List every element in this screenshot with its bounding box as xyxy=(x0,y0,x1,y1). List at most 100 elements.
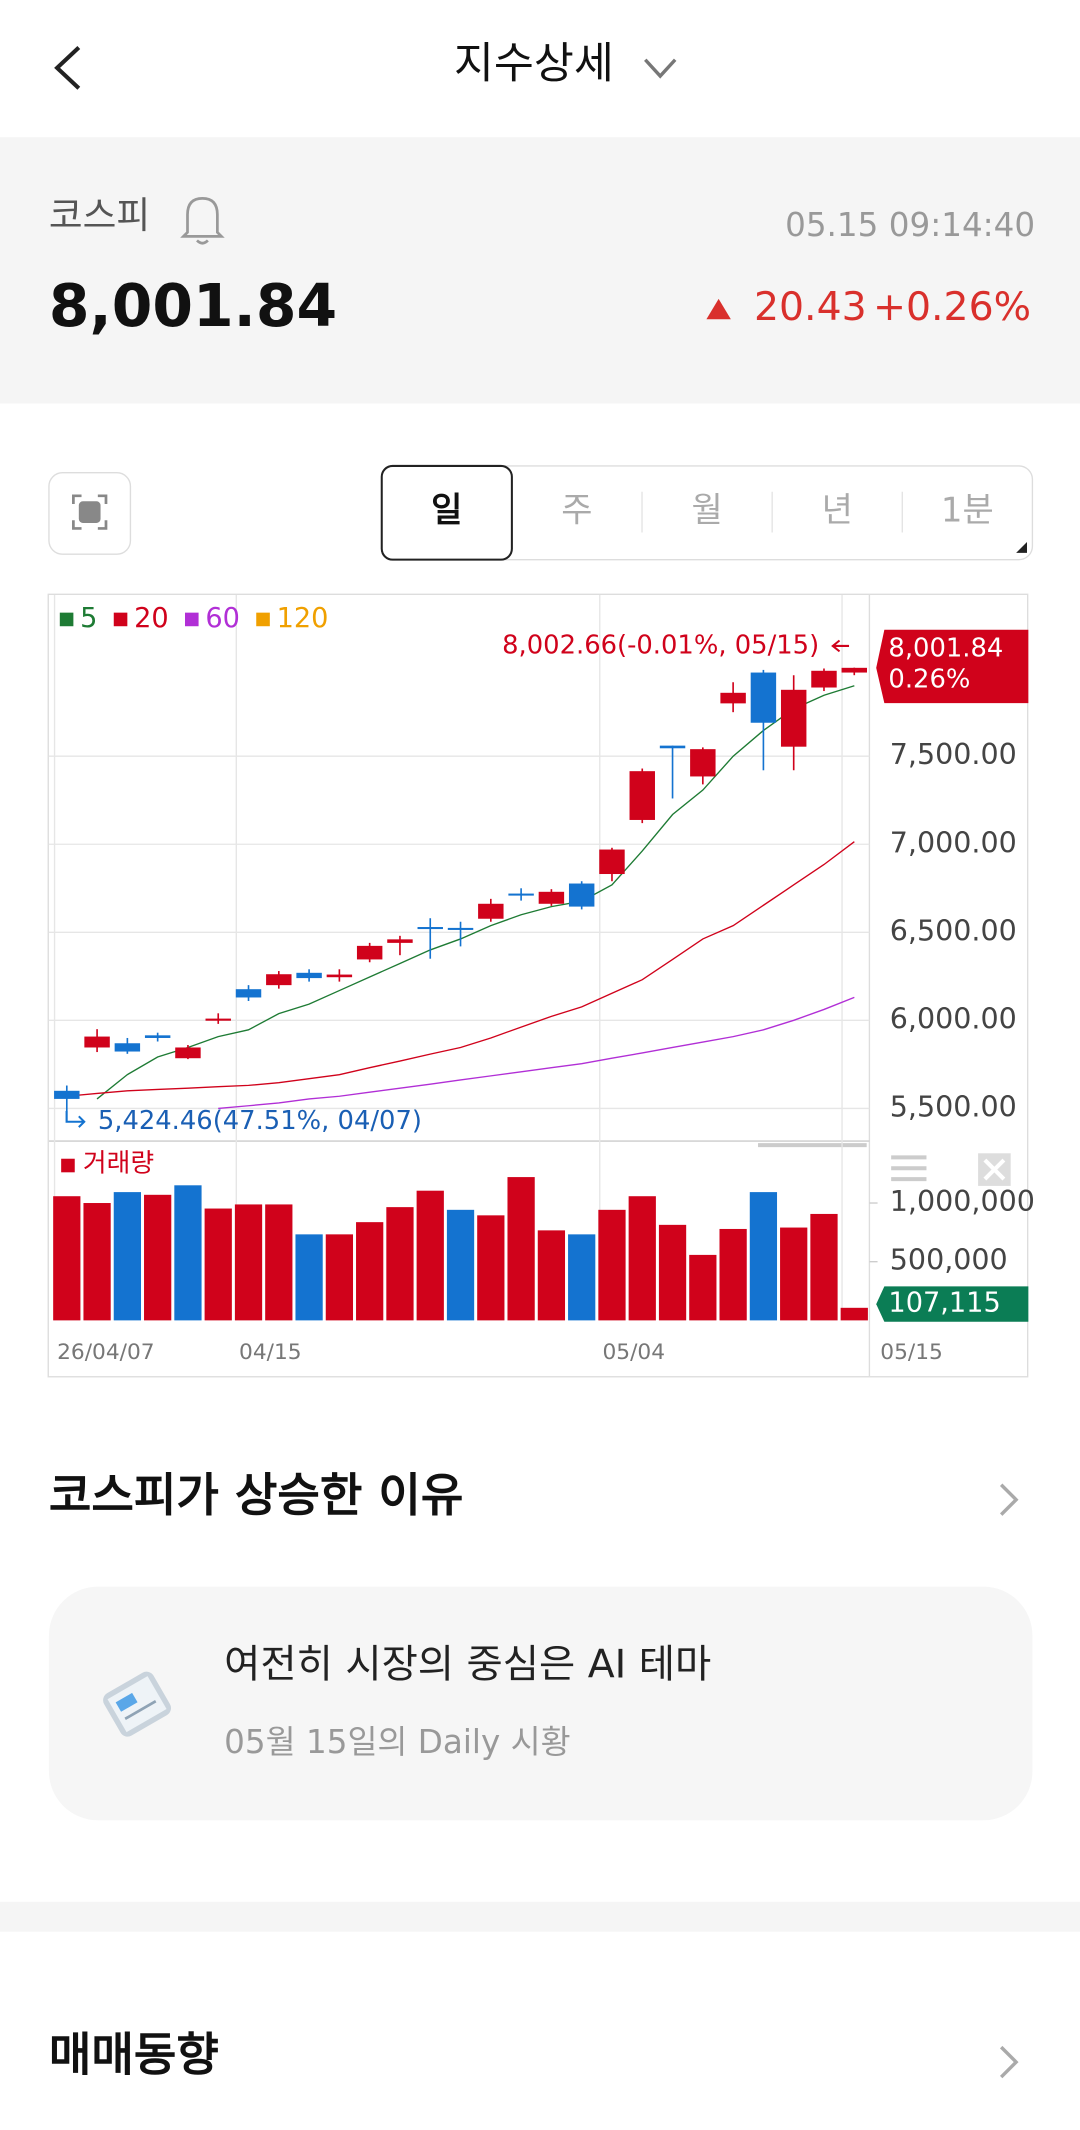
tab[interactable]: 1분 xyxy=(941,491,994,531)
section-title: 매매동향 xyxy=(49,2028,219,2082)
legend-swatch xyxy=(184,612,199,627)
volume-bar xyxy=(144,1194,172,1321)
min-arrow xyxy=(65,1110,86,1128)
candle-body xyxy=(54,1090,80,1099)
candle-body xyxy=(417,927,443,930)
candle-body xyxy=(811,670,837,688)
candle-body xyxy=(266,974,292,986)
section-chevron[interactable] xyxy=(999,2045,1019,2079)
ma-line xyxy=(96,685,855,1100)
volume-bar xyxy=(204,1208,232,1321)
volume-bar xyxy=(53,1196,81,1321)
index-change: 20.43 xyxy=(754,284,867,330)
back-button[interactable] xyxy=(54,46,81,90)
index-price: 8,001.84 xyxy=(49,272,337,340)
candle-body xyxy=(599,849,625,875)
alert-bell[interactable] xyxy=(180,196,225,245)
volume-bar xyxy=(416,1190,444,1321)
y-tick-label: 7,500.00 xyxy=(890,738,1017,771)
x-tick-label: 26/04/07 xyxy=(57,1340,155,1365)
page-title: 지수상세 xyxy=(454,39,614,89)
title-dropdown[interactable] xyxy=(644,58,677,79)
legend-swatch xyxy=(113,612,128,627)
candle-body xyxy=(84,1036,110,1048)
y-tick-label: 500,000 xyxy=(890,1244,1008,1277)
candle-body xyxy=(720,692,746,704)
volume-bar xyxy=(174,1185,202,1321)
candle-body xyxy=(478,903,504,919)
candle-body xyxy=(296,972,322,979)
tab[interactable]: 주 xyxy=(561,491,592,531)
y-tick-label: 1,000,000 xyxy=(890,1185,1035,1218)
volume-bar xyxy=(83,1203,111,1321)
news-subtitle: 05월 15일의 Daily 시황 xyxy=(224,1723,570,1761)
candle-body xyxy=(447,927,474,930)
tab[interactable]: 일 xyxy=(431,491,462,531)
legend-label: 20 xyxy=(134,603,169,634)
price-tag xyxy=(876,629,1029,704)
candle-body xyxy=(235,989,262,998)
candle-body xyxy=(508,893,534,896)
y-tick-label: 6,500.00 xyxy=(890,914,1017,947)
volume-bar xyxy=(477,1215,505,1321)
news-card[interactable] xyxy=(48,1586,1033,1821)
volume-bar xyxy=(295,1234,323,1321)
candle-body xyxy=(326,974,353,978)
volume-bar xyxy=(265,1204,293,1321)
y-tick-label: 7,000.00 xyxy=(890,826,1017,859)
volume-bar xyxy=(568,1234,596,1321)
volume-bar xyxy=(840,1307,868,1321)
candle-body xyxy=(780,689,807,747)
ma-line xyxy=(218,996,855,1110)
max-annotation: 8,002.66(-0.01%, 05/15) xyxy=(502,630,819,660)
volume-bar xyxy=(537,1230,566,1321)
volume-bar xyxy=(113,1192,141,1321)
volume-tag-value: 107,115 xyxy=(888,1288,1000,1319)
volume-bar xyxy=(810,1213,838,1321)
tab[interactable]: 년 xyxy=(822,491,853,531)
capture-icon xyxy=(72,494,108,530)
volume-bar xyxy=(598,1209,626,1321)
up-triangle xyxy=(706,298,731,320)
candle-body xyxy=(356,945,383,960)
news-icon xyxy=(103,1671,171,1737)
min-annotation: 5,424.46(47.51%, 04/07) xyxy=(98,1106,422,1136)
index-change-pct: +0.26% xyxy=(873,284,1031,330)
candle-body xyxy=(538,891,565,904)
ma-line xyxy=(66,841,855,1097)
legend-swatch xyxy=(59,612,74,627)
tab[interactable]: 월 xyxy=(691,491,722,531)
volume-bar xyxy=(689,1254,717,1321)
price-tag-change: 0.26% xyxy=(888,665,970,695)
index-name: 코스피 xyxy=(49,194,150,237)
volume-bar xyxy=(446,1209,475,1321)
candle-body xyxy=(114,1043,141,1052)
volume-bar xyxy=(749,1192,778,1321)
x-tick-label: 05/04 xyxy=(602,1340,665,1365)
panel-close-x xyxy=(983,1158,1006,1181)
legend-swatch xyxy=(256,612,270,627)
x-tick-label: 05/15 xyxy=(880,1340,943,1365)
candle-body xyxy=(205,1018,231,1021)
volume-bar xyxy=(325,1234,354,1321)
candle-body xyxy=(690,749,716,777)
y-tick-label: 5,500.00 xyxy=(890,1090,1017,1123)
tab-selected[interactable] xyxy=(380,464,513,561)
candle-body xyxy=(175,1047,201,1059)
candle-body xyxy=(841,667,867,673)
candle-body xyxy=(568,883,595,907)
section-chevron[interactable] xyxy=(999,1483,1019,1516)
volume-title: 거래량 xyxy=(83,1149,154,1179)
summary-band xyxy=(0,137,1080,404)
volume-bar xyxy=(719,1228,747,1321)
candle-body xyxy=(144,1035,171,1038)
max-arrow xyxy=(831,639,850,653)
panel-menu-icon[interactable] xyxy=(891,1155,927,1182)
candle-body xyxy=(387,939,413,943)
legend-label: 120 xyxy=(277,603,329,634)
x-tick-label: 04/15 xyxy=(239,1340,302,1365)
legend-label: 5 xyxy=(80,603,97,634)
legend-label: 60 xyxy=(205,603,240,634)
price-tag-value: 8,001.84 xyxy=(888,633,1003,663)
